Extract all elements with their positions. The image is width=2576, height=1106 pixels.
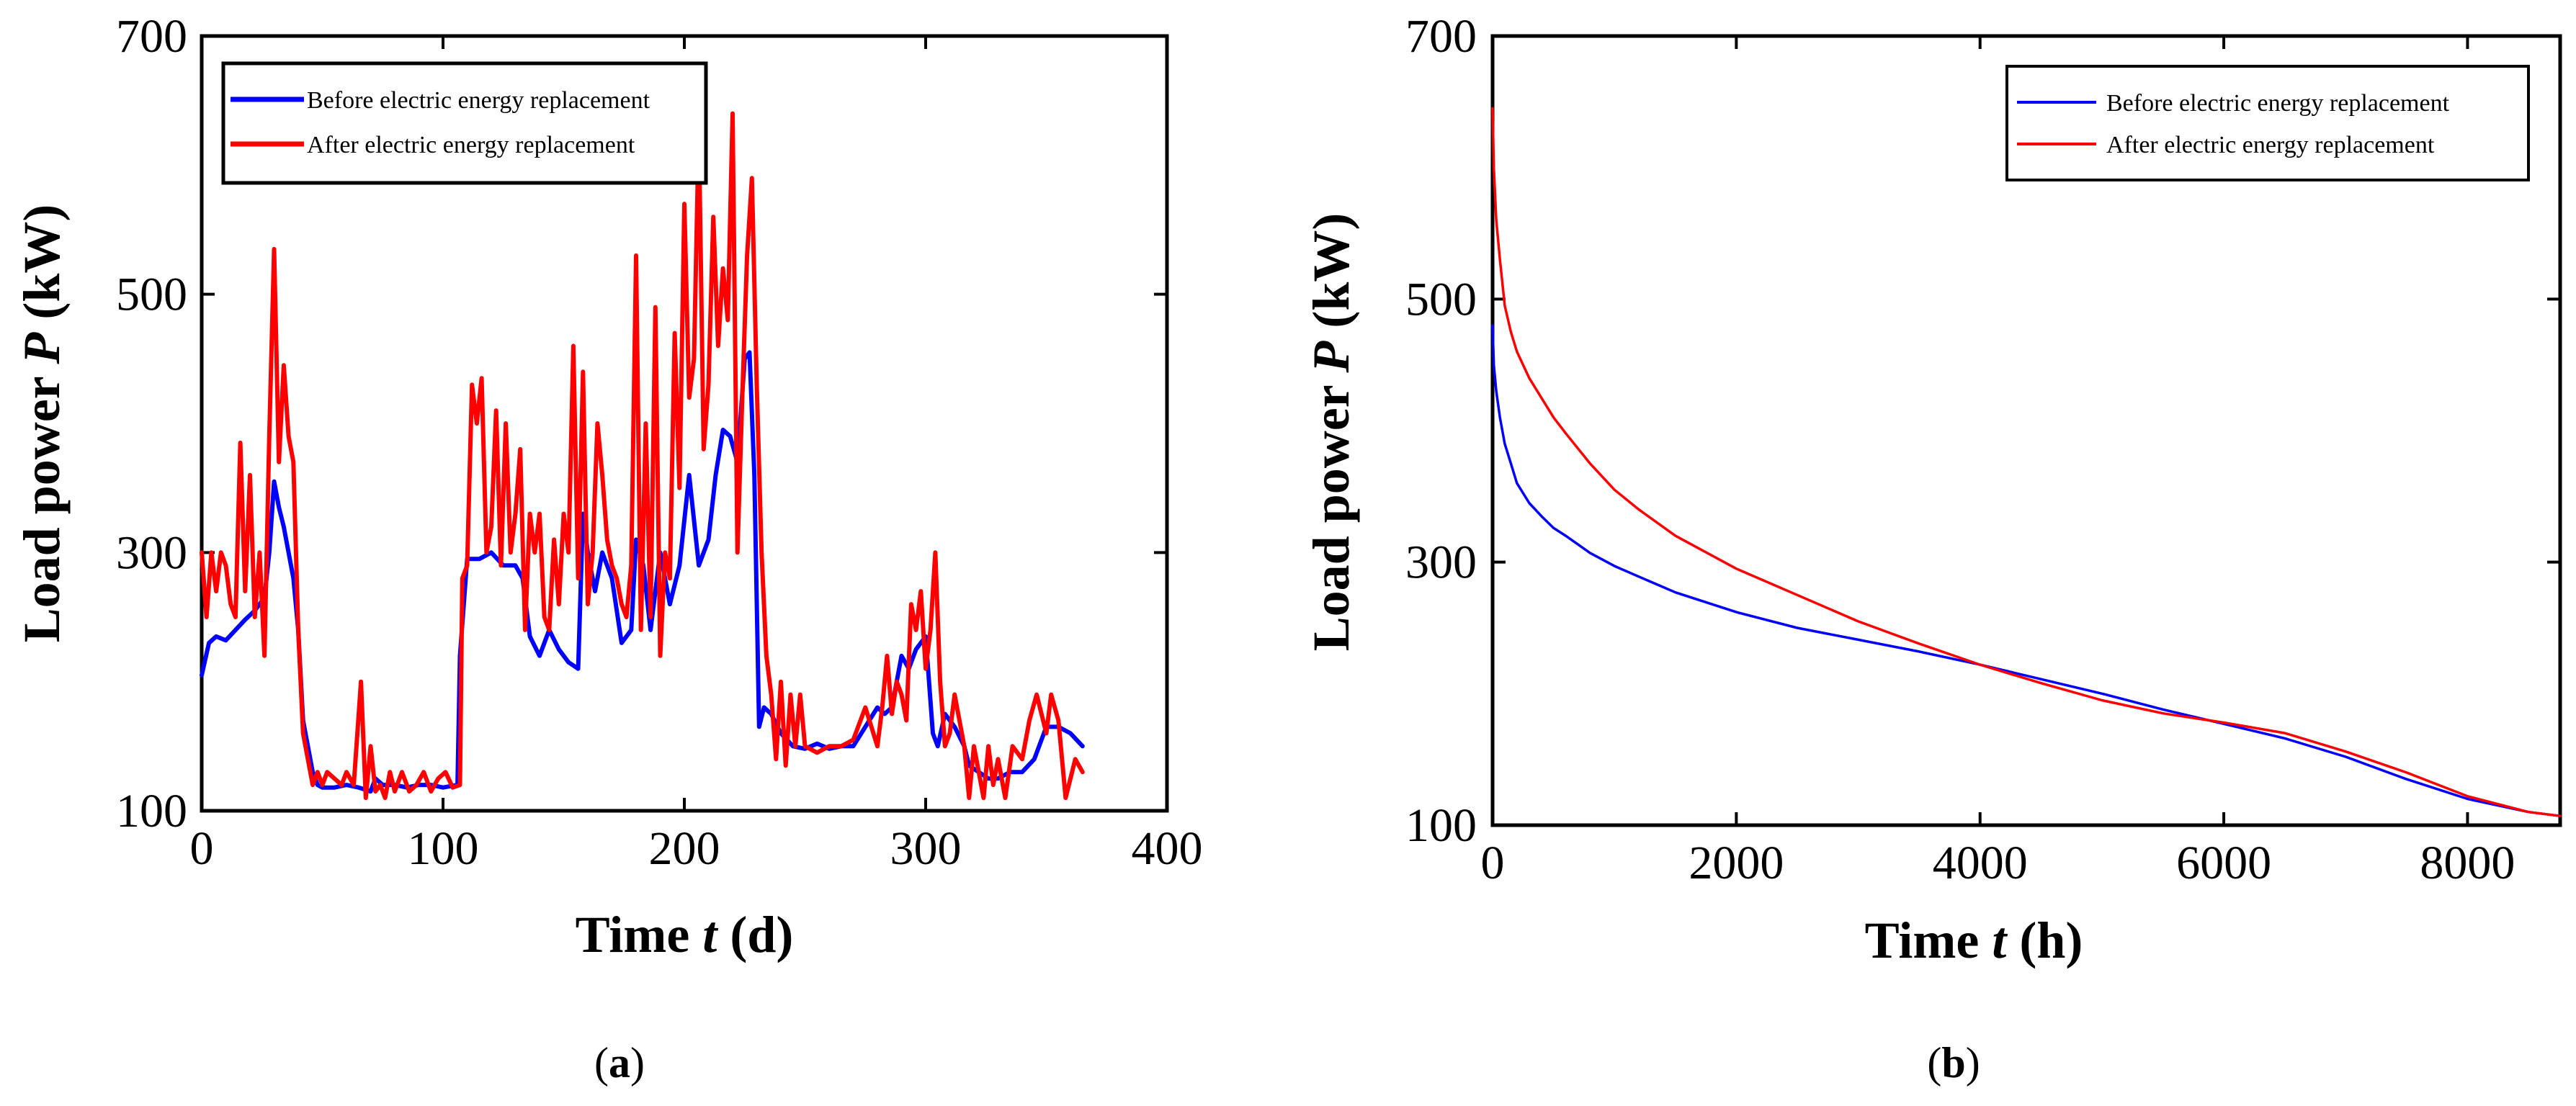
x-tick-label: 0 — [190, 822, 214, 875]
y-tick-label: 300 — [1405, 536, 1477, 589]
chart-b-caption: (b) — [1927, 1039, 1980, 1087]
chart-b-legend-label-before: Before electric energy replacement — [2106, 90, 2450, 117]
y-tick-label: 500 — [116, 269, 187, 321]
series-line-after — [200, 111, 1085, 801]
y-tick-label: 100 — [1405, 799, 1477, 852]
chart-b-y-axis-title: Load power P (kW) — [1302, 213, 1360, 652]
series-line-before — [1491, 324, 2562, 817]
y-tick-label: 100 — [116, 785, 187, 837]
x-tick-label: 6000 — [2176, 837, 2271, 889]
y-tick-label: 300 — [116, 526, 187, 579]
chart-a-legend-label-after: After electric energy replacement — [307, 132, 635, 158]
x-tick-label: 2000 — [1689, 837, 1784, 889]
chart-a-legend-label-before: Before electric energy replacement — [307, 87, 650, 114]
chart-b-legend-label-after: After electric energy replacement — [2106, 132, 2435, 158]
y-tick-label: 700 — [116, 10, 187, 63]
x-tick-label: 200 — [649, 822, 720, 875]
chart-a-series — [200, 111, 1085, 801]
x-tick-label: 100 — [408, 822, 479, 875]
chart-a-x-axis-title: Time t (d) — [576, 906, 794, 963]
series-line-after — [1491, 107, 2562, 817]
chart-b-ticks — [1491, 35, 2560, 827]
x-tick-label: 8000 — [2420, 837, 2515, 889]
chart-b-x-axis-title: Time t (h) — [1865, 912, 2083, 969]
x-tick-label: 0 — [1481, 837, 1505, 889]
chart-b-tick-labels: 0 2000 4000 6000 8000 100 300 500 700 — [1405, 10, 2515, 889]
y-tick-label: 700 — [1405, 10, 1477, 63]
chart-b-legend-box — [2005, 65, 2530, 181]
chart-b-legend: Before electric energy replacement After… — [2005, 65, 2530, 181]
x-tick-label: 300 — [890, 822, 962, 875]
x-tick-label: 400 — [1132, 822, 1203, 875]
chart-a-caption: (a) — [594, 1039, 645, 1087]
chart-a-y-axis-title: Load power P (kW) — [13, 204, 71, 643]
chart-b-series — [1491, 107, 2562, 817]
x-tick-label: 4000 — [1933, 837, 2028, 889]
chart-a-legend: Before electric energy replacement After… — [221, 61, 708, 185]
series-line-before — [200, 350, 1085, 794]
y-tick-label: 500 — [1405, 273, 1477, 325]
chart-b-plot-frame — [1490, 34, 2562, 827]
chart-b: 0 2000 4000 6000 8000 100 300 500 700 Time t (h)… — [1302, 10, 2562, 1087]
chart-a-legend-box — [221, 61, 708, 185]
